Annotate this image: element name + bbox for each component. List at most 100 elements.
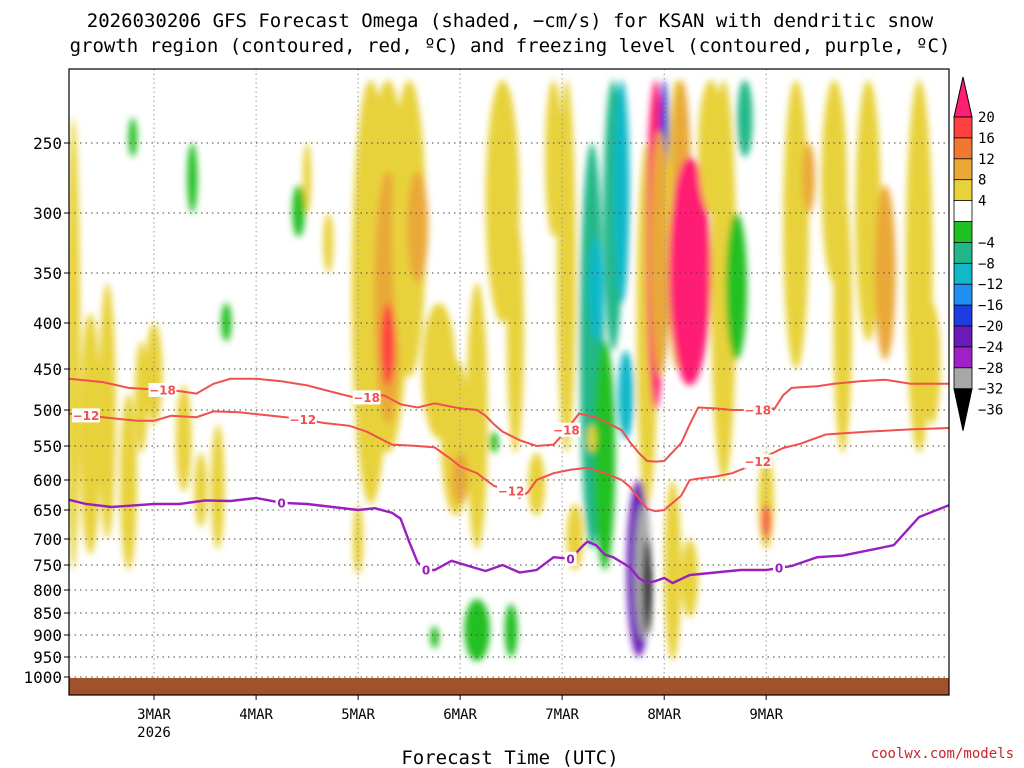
freezing-level-contour-label: 0 xyxy=(277,496,285,510)
omega-shade-cell xyxy=(664,480,682,661)
colorbar-label: −28 xyxy=(978,361,1003,377)
omega-shade-cell xyxy=(506,213,524,453)
omega-shade-cell xyxy=(464,599,490,661)
colorbar-label: 12 xyxy=(978,152,995,168)
minus18-isotherm-label: −18 xyxy=(353,391,380,405)
pressure-tick-label: 800 xyxy=(33,581,62,600)
omega-shade-cell xyxy=(614,80,630,303)
colorbar-label: 20 xyxy=(978,110,995,126)
omega-shade-cell xyxy=(98,283,116,539)
time-tick-label: 5MAR xyxy=(341,707,375,723)
colorbar-swatch xyxy=(953,325,973,348)
omega-shade-cell xyxy=(353,504,364,575)
omega-shade-cell xyxy=(323,213,334,273)
colorbar-swatch xyxy=(953,283,973,306)
pressure-tick-label: 900 xyxy=(33,626,62,645)
pressure-tick-label: 400 xyxy=(33,314,62,333)
omega-shade-cell xyxy=(874,185,896,360)
omega-shade-cell xyxy=(588,237,604,342)
minus18-isotherm-label-bg xyxy=(352,390,381,405)
omega-shade-cell xyxy=(587,424,597,453)
omega-shade-cell xyxy=(176,385,192,493)
minus12-isotherm-label: −12 xyxy=(289,413,316,427)
colorbar-swatch xyxy=(953,367,973,390)
colorbar-label: 8 xyxy=(978,173,986,189)
pressure-tick-label: 1000 xyxy=(23,668,62,687)
time-axis: 3MAR 2026 4MAR 5MAR 6MAR 7MAR 8MAR 9MAR xyxy=(137,695,784,741)
pressure-tick-label: 350 xyxy=(33,264,62,283)
pressure-tick-label: 850 xyxy=(33,604,62,623)
colorbar-bottom-arrow xyxy=(953,388,973,431)
chart-title-line-1: 2026030206 GFS Forecast Omega (shaded, −… xyxy=(87,10,934,32)
colorbar-swatch xyxy=(953,200,973,223)
freezing-level-contour-label-bg xyxy=(420,563,433,577)
omega-shade-cell xyxy=(145,323,163,425)
colorbar-label: −4 xyxy=(978,235,995,251)
omega-shade-cell xyxy=(381,303,395,386)
time-tick-label: 8MAR xyxy=(647,707,681,723)
freezing-level-contour-label: 0 xyxy=(422,564,430,578)
minus12-isotherm-label-bg xyxy=(743,454,772,469)
minus12-isotherm-label-bg xyxy=(288,412,317,427)
omega-shade-cell xyxy=(681,539,699,618)
time-tick-label: 3MAR xyxy=(137,707,171,723)
colorbar-swatch xyxy=(953,179,973,202)
pressure-tick-label: 650 xyxy=(33,501,62,520)
colorbar-swatch xyxy=(953,158,973,181)
omega-shade-cell xyxy=(761,504,771,539)
pressure-tick-label: 700 xyxy=(33,530,62,549)
omega-shade-cell xyxy=(833,185,853,453)
colorbar-label: −36 xyxy=(978,403,1003,419)
minus18-isotherm-label-bg xyxy=(552,422,581,437)
colorbar-swatch xyxy=(953,304,973,327)
pressure-tick-label: 300 xyxy=(33,204,62,223)
omega-shade-cell xyxy=(594,341,616,570)
minus12-isotherm-label-bg xyxy=(72,408,100,423)
colorbar-swatch xyxy=(953,241,973,265)
omega-shade-cell xyxy=(557,80,576,453)
colorbar-label: −32 xyxy=(978,382,1003,398)
freezing-level-contour-label: 0 xyxy=(566,552,574,566)
colorbar-swatch xyxy=(953,262,973,285)
omega-colorbar: 20 16 12 8 4 −4 −8 −12 −16 −20 −24 −28 −32 −36 xyxy=(953,76,1003,431)
omega-shade-cell xyxy=(430,626,439,649)
pressure-tick-label: 950 xyxy=(33,648,62,667)
colorbar-swatch xyxy=(953,346,973,369)
omega-shade-cell xyxy=(802,143,816,213)
pressure-tick-label: 550 xyxy=(33,437,62,456)
omega-shade-cell xyxy=(466,283,488,550)
omega-shade-cell xyxy=(618,350,634,439)
plot-frame xyxy=(68,68,950,696)
chart-title-line-2: growth region (contoured, red, ºC) and f… xyxy=(70,35,951,57)
time-tick-label: 9MAR xyxy=(749,707,783,723)
omega-shade-cell xyxy=(451,452,469,504)
temperature-contours: 0 0 0 0 −18 −18 −18 −18 −12 −12 −12 −12 xyxy=(69,377,949,585)
omega-shade-cell xyxy=(69,117,81,570)
colorbar-label: 4 xyxy=(978,194,986,210)
minus18-isotherm-label: −18 xyxy=(744,404,771,418)
omega-shade-cell xyxy=(134,341,148,453)
minus18-isotherm-label: −18 xyxy=(149,384,176,398)
omega-shade-cell xyxy=(211,424,225,550)
freezing-level-contour xyxy=(69,496,949,585)
time-tick-year-label: 2026 xyxy=(137,725,171,741)
minus12-isotherm-label: −12 xyxy=(744,455,771,469)
pressure-tick-label: 250 xyxy=(33,134,62,153)
x-axis-label: Forecast Time (UTC) xyxy=(401,747,618,768)
minus12-isotherm-label-bg xyxy=(497,483,526,498)
time-tick-label: 6MAR xyxy=(443,707,477,723)
colorbar-label: −24 xyxy=(978,340,1003,356)
colorbar-top-arrow xyxy=(953,76,973,118)
plot-area: 0 0 0 0 −18 −18 −18 −18 −12 −12 −12 −12 xyxy=(69,69,949,695)
omega-shade-cell xyxy=(79,313,101,555)
horizontal-gridlines xyxy=(69,142,949,678)
omega-shade-cell xyxy=(407,171,429,283)
omega-shade-cell xyxy=(187,143,198,213)
omega-shade-cell xyxy=(302,143,312,213)
colorbar-swatch xyxy=(953,221,973,244)
minus18-isotherm-label-bg xyxy=(148,383,177,397)
colorbar-swatch xyxy=(953,137,973,160)
omega-shade-cell xyxy=(710,80,737,480)
omega-shade-cell xyxy=(194,452,208,528)
